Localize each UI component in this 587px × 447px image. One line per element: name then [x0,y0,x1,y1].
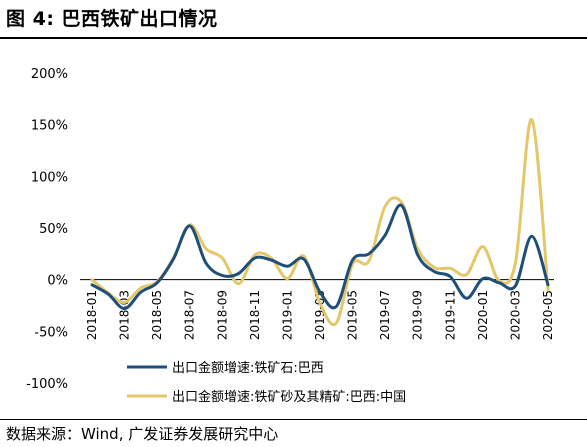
y-tick-label: 150% [31,119,68,134]
x-tick-label: 2020-03 [508,290,522,340]
x-axis-ticks: 2018-01 2018-03 2018-05 2018-07 2018-09 2018-… [85,290,555,340]
y-tick-label: -100% [26,377,68,392]
series-line [90,203,550,311]
x-tick-label: 2019-05 [346,290,360,340]
x-tick-label: 2018-05 [150,290,164,340]
x-tick-label: 2019-09 [411,290,425,340]
x-tick-label: 2019-07 [378,290,392,340]
x-tick-label: 2018-11 [248,290,262,340]
line-chart: 200% 150% 100% 50% 0% -50% -100% 2018-01 2018-0… [26,67,555,405]
x-tick-label: 2018-09 [215,290,229,340]
legend-label: 出口金额增速:铁矿砂及其精矿:巴西:中国 [172,389,406,405]
y-tick-label: 50% [39,222,68,237]
source-note: 数据来源：Wind, 广发证券发展研究中心 [6,425,279,443]
x-tick-label: 2020-01 [476,290,490,340]
page-title: 图 4: 巴西铁矿出口情况 [6,8,218,30]
x-tick-label: 2019-03 [313,290,327,340]
series-lines [90,117,550,327]
x-tick-label: 2019-11 [443,290,457,340]
y-axis-ticks: 200% 150% 100% 50% 0% -50% -100% [26,67,68,392]
x-tick-label: 2019-01 [280,290,294,340]
x-tick-label: 2018-07 [183,290,197,340]
legend-label: 出口金额增速:铁矿石:巴西 [172,360,324,376]
y-tick-label: -50% [34,325,68,340]
x-tick-label: 2020-05 [541,290,555,340]
x-tick-label: 2018-01 [85,290,99,340]
y-tick-label: 0% [47,274,68,289]
title-divider [0,37,587,39]
y-tick-label: 100% [31,170,68,185]
source-divider [0,419,587,420]
y-tick-label: 200% [31,67,68,82]
